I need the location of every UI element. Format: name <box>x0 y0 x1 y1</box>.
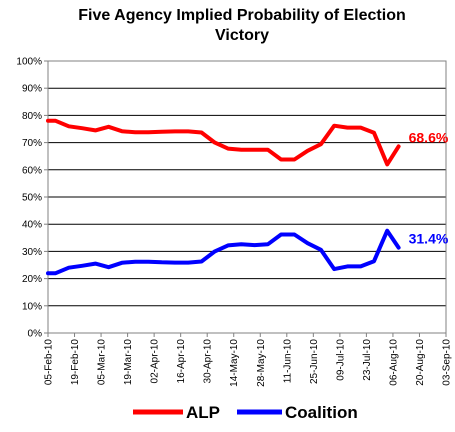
x-tick-label: 09-Jul-10 <box>335 339 346 381</box>
y-tick-label: 30% <box>22 247 42 258</box>
x-tick-label: 28-May-10 <box>256 339 267 387</box>
chart-title-line-2: Victory <box>215 27 269 44</box>
y-tick-label: 100% <box>16 57 42 68</box>
y-tick-label: 60% <box>22 165 42 176</box>
end-labels: 68.6% 31.4% <box>409 129 449 246</box>
x-axis-ticks: 05-Feb-10 19-Feb-10 05-Mar-10 19-Mar-10 02-A… <box>44 333 453 387</box>
y-tick-label: 70% <box>22 138 42 149</box>
y-tick-label: 10% <box>22 301 42 312</box>
y-tick-label: 20% <box>22 274 42 285</box>
y-tick-label: 50% <box>22 193 42 204</box>
end-label-alp: 68.6% <box>409 129 449 145</box>
end-label-coalition: 31.4% <box>409 231 449 247</box>
x-tick-label: 20-Aug-10 <box>415 339 426 386</box>
chart-title-line-1: Five Agency Implied Probability of Elect… <box>78 7 405 24</box>
series-line-coalition <box>46 228 401 276</box>
x-tick-label: 06-Aug-10 <box>388 339 399 386</box>
series-line-alp <box>46 118 401 167</box>
y-tick-label: 80% <box>22 111 42 122</box>
legend-label-coalition: Coalition <box>285 403 358 422</box>
x-tick-label: 05-Feb-10 <box>44 339 55 386</box>
series-lines <box>46 118 401 276</box>
legend-label-alp: ALP <box>186 403 220 422</box>
y-tick-label: 90% <box>22 84 42 95</box>
x-tick-label: 03-Sep-10 <box>442 339 453 386</box>
gridlines <box>48 87 446 307</box>
y-tick-label: 40% <box>22 220 42 231</box>
y-tick-label: 0% <box>28 329 43 340</box>
x-tick-label: 25-Jun-10 <box>309 339 320 384</box>
x-tick-label: 05-Mar-10 <box>97 339 108 386</box>
x-tick-label: 30-Apr-10 <box>203 339 214 384</box>
legend: ALP Coalition <box>133 403 358 422</box>
x-tick-label: 14-May-10 <box>229 339 240 387</box>
y-axis-ticks: 0% 10% 20% 30% 40% 50% 60% 70% 80% 90% 100% <box>16 57 48 340</box>
x-tick-label: 16-Apr-10 <box>176 339 187 384</box>
x-tick-label: 11-Jun-10 <box>282 339 293 384</box>
x-tick-label: 02-Apr-10 <box>150 339 161 384</box>
x-tick-label: 19-Mar-10 <box>123 339 134 386</box>
x-tick-label: 19-Feb-10 <box>70 339 81 386</box>
x-tick-label: 23-Jul-10 <box>362 339 373 381</box>
